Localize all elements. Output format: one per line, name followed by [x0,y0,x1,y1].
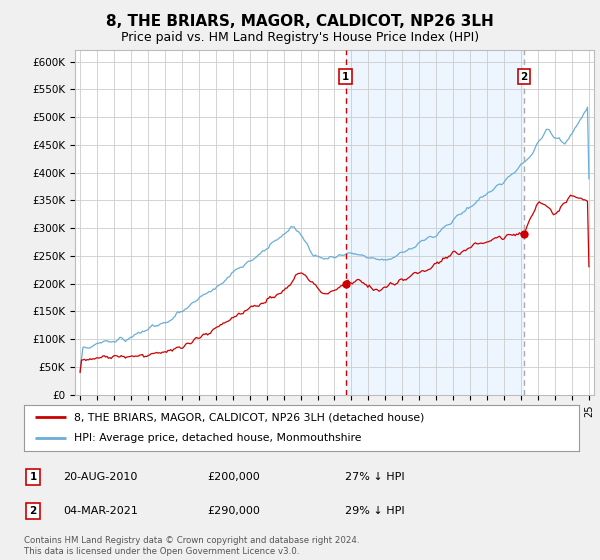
Text: £200,000: £200,000 [207,472,260,482]
Text: 8, THE BRIARS, MAGOR, CALDICOT, NP26 3LH (detached house): 8, THE BRIARS, MAGOR, CALDICOT, NP26 3LH… [74,412,424,422]
Text: 2: 2 [520,72,527,82]
Text: HPI: Average price, detached house, Monmouthshire: HPI: Average price, detached house, Monm… [74,433,361,444]
Text: 8, THE BRIARS, MAGOR, CALDICOT, NP26 3LH: 8, THE BRIARS, MAGOR, CALDICOT, NP26 3LH [106,14,494,29]
Text: 20-AUG-2010: 20-AUG-2010 [63,472,137,482]
Text: 27% ↓ HPI: 27% ↓ HPI [345,472,404,482]
Text: 2: 2 [29,506,37,516]
Text: £290,000: £290,000 [207,506,260,516]
Text: 1: 1 [29,472,37,482]
Text: 29% ↓ HPI: 29% ↓ HPI [345,506,404,516]
Text: Price paid vs. HM Land Registry's House Price Index (HPI): Price paid vs. HM Land Registry's House … [121,31,479,44]
Text: 04-MAR-2021: 04-MAR-2021 [63,506,138,516]
Text: 1: 1 [342,72,349,82]
Bar [346,50,524,395]
Text: Contains HM Land Registry data © Crown copyright and database right 2024.
This d: Contains HM Land Registry data © Crown c… [24,536,359,556]
